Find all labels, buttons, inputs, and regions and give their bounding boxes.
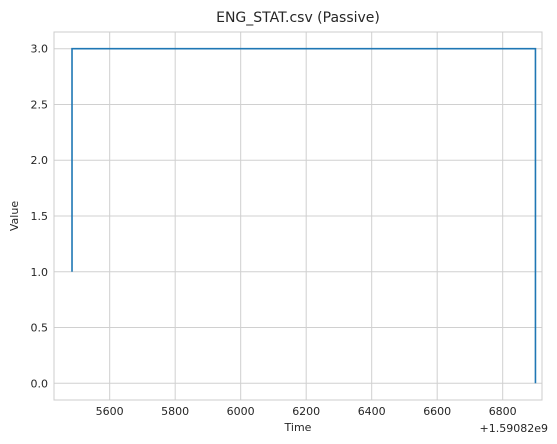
x-tick-label: 6800 [489, 405, 517, 418]
x-tick-label: 5800 [161, 405, 189, 418]
x-tick-label: 6400 [358, 405, 386, 418]
y-tick-label: 2.5 [31, 98, 49, 111]
x-tick-label: 6600 [423, 405, 451, 418]
y-tick-label: 3.0 [31, 43, 49, 56]
y-axis-ticks: 0.0 0.5 1.0 1.5 2.0 2.5 3.0 [31, 43, 49, 391]
grid [54, 32, 542, 400]
y-axis-label: Value [8, 201, 21, 231]
y-tick-label: 1.5 [31, 210, 49, 223]
series-group [71, 47, 537, 384]
x-axis-offset-label: +1.59082e9 [480, 422, 548, 435]
x-axis-ticks: 5600 5800 6000 6200 6400 6600 6800 [96, 405, 517, 418]
series-line [71, 47, 537, 384]
y-tick-label: 2.0 [31, 154, 49, 167]
x-tick-label: 6200 [292, 405, 320, 418]
y-tick-label: 0.0 [31, 377, 49, 390]
x-tick-label: 6000 [227, 405, 255, 418]
x-tick-label: 5600 [96, 405, 124, 418]
y-tick-label: 0.5 [31, 322, 49, 335]
plot-frame [53, 31, 543, 401]
chart-title: ENG_STAT.csv (Passive) [216, 10, 380, 26]
y-tick-label: 1.0 [31, 266, 49, 279]
x-axis-label: Time [284, 421, 312, 434]
